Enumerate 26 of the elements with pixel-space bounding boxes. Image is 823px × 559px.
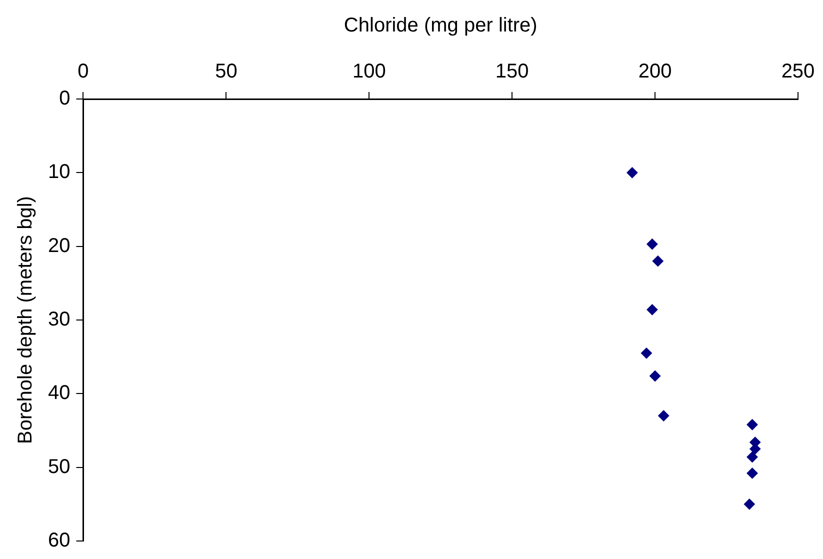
point [640, 348, 652, 359]
x-tick-label: 200 [638, 60, 672, 83]
y-tick-label: 30 [48, 308, 70, 331]
x-tick-label: 150 [495, 60, 529, 83]
y-tick-label: 0 [59, 88, 70, 110]
x-tick-label: 0 [78, 60, 89, 83]
x-axis-title: Chloride (mg per litre) [344, 14, 538, 37]
y-tick-label: 60 [48, 530, 70, 552]
point [652, 256, 664, 267]
point [626, 167, 638, 178]
point [746, 452, 758, 463]
y-tick-label: 10 [48, 161, 70, 184]
y-tick-label: 50 [48, 456, 70, 478]
point [646, 304, 658, 316]
y-tick-label: 40 [48, 382, 70, 404]
point [744, 498, 755, 510]
point [658, 410, 670, 422]
x-tick-label: 100 [352, 60, 386, 83]
point [646, 238, 658, 250]
x-tick-label: 250 [781, 60, 815, 83]
x-tick-label: 50 [215, 60, 238, 83]
y-tick-label: 20 [48, 234, 70, 257]
point [746, 468, 758, 479]
point [650, 370, 661, 382]
point [746, 419, 758, 430]
y-axis-title: Borehole depth (meters bgl) [14, 196, 37, 444]
